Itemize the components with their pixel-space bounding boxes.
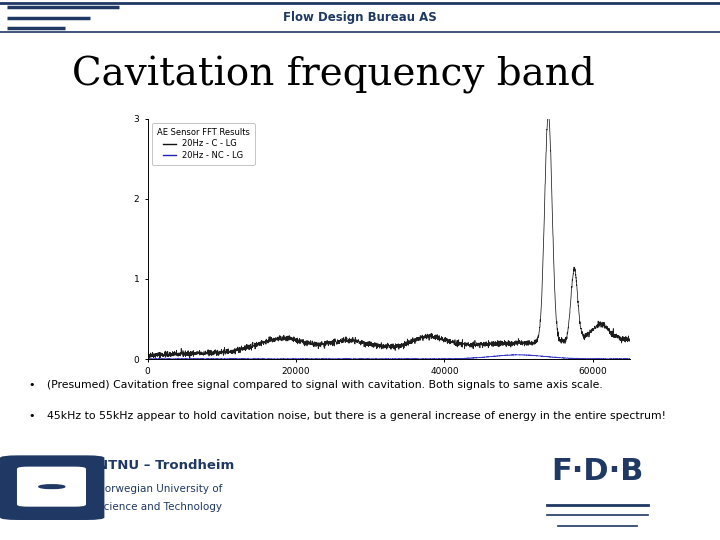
- Text: •: •: [29, 380, 35, 390]
- Text: Cavitation frequency band: Cavitation frequency band: [72, 56, 595, 94]
- Text: •: •: [29, 410, 35, 421]
- Text: F·D·B: F·D·B: [552, 457, 644, 486]
- Text: (Presumed) Cavitation free signal compared to signal with cavitation. Both signa: (Presumed) Cavitation free signal compar…: [47, 380, 603, 390]
- Text: Science and Technology: Science and Technology: [97, 502, 222, 512]
- FancyBboxPatch shape: [18, 468, 85, 505]
- Legend: 20Hz - C - LG, 20Hz - NC - LG: 20Hz - C - LG, 20Hz - NC - LG: [152, 123, 255, 165]
- Text: Flow Design Bureau AS: Flow Design Bureau AS: [283, 11, 437, 24]
- FancyBboxPatch shape: [0, 455, 104, 520]
- Circle shape: [39, 485, 65, 489]
- Text: Norwegian University of: Norwegian University of: [97, 484, 222, 494]
- Text: 45kHz to 55kHz appear to hold cavitation noise, but there is a general increase : 45kHz to 55kHz appear to hold cavitation…: [47, 410, 666, 421]
- Text: NTNU – Trondheim: NTNU – Trondheim: [97, 458, 235, 471]
